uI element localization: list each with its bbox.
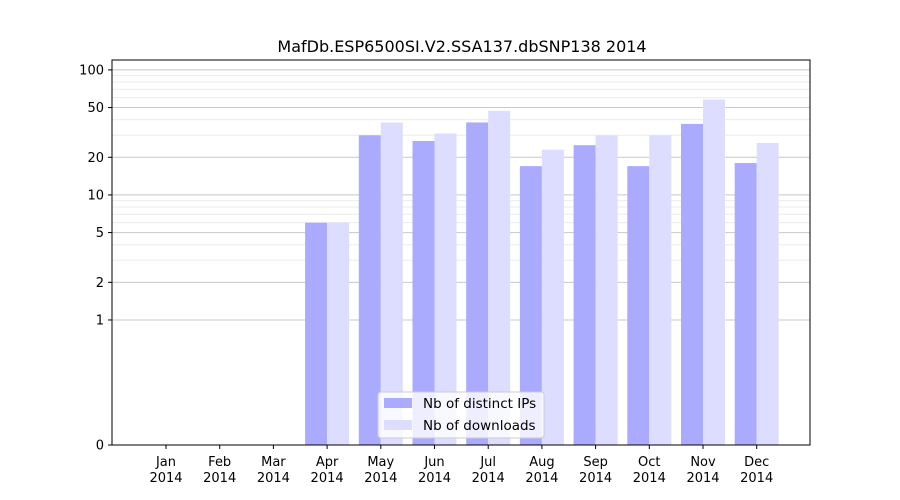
legend-box: [377, 391, 545, 439]
y-tick-label: 20: [87, 151, 104, 166]
x-tick-label-year: 2014: [579, 471, 612, 486]
legend-label-downloads: Nb of downloads: [423, 418, 536, 434]
x-tick-label-year: 2014: [633, 471, 666, 486]
x-tick-label-month: Jan: [155, 455, 176, 470]
x-tick-label-month: Oct: [638, 455, 660, 470]
bar-downloads: [756, 143, 779, 445]
plot-frame: [111, 59, 811, 446]
x-tick-label-year: 2014: [364, 471, 397, 486]
x-tick-label-month: Jun: [423, 455, 444, 470]
x-tick-label-month: Aug: [529, 455, 554, 470]
y-tick-label: 2: [96, 276, 104, 291]
x-tick-label-month: Dec: [744, 455, 769, 470]
legend-swatch-distinct-ips: [384, 398, 412, 408]
x-tick-label-month: Mar: [261, 455, 286, 470]
x-tick-label-year: 2014: [311, 471, 344, 486]
x-tick-label-month: Jul: [479, 455, 496, 470]
x-tick-label-month: May: [367, 455, 394, 470]
x-axis: Jan2014Feb2014Mar2014Apr2014May2014Jun20…: [149, 445, 773, 486]
bar-downloads: [434, 133, 457, 445]
bar-downloads: [595, 135, 618, 445]
x-tick-label-month: Apr: [316, 455, 339, 470]
bars: [305, 99, 779, 446]
bar-distinct-ips: [358, 135, 381, 445]
y-axis: 0 1 2 5 10 20 50 100: [79, 63, 112, 454]
x-tick-label-year: 2014: [203, 471, 236, 486]
bar-distinct-ips: [466, 122, 489, 445]
x-tick-label-year: 2014: [740, 471, 773, 486]
x-tick-label-month: Sep: [583, 455, 608, 470]
bar-downloads: [703, 99, 725, 446]
x-tick-label-year: 2014: [418, 471, 451, 486]
x-tick-label-year: 2014: [257, 471, 290, 486]
legend: Nb of distinct IPs Nb of downloads: [377, 391, 545, 439]
bar-downloads: [541, 149, 564, 446]
x-tick-label-year: 2014: [525, 471, 558, 486]
bar-downloads: [327, 222, 350, 445]
bar-downloads: [380, 122, 403, 445]
x-tick-label-year: 2014: [472, 471, 505, 486]
y-tick-label: 1: [96, 313, 104, 328]
bar-downloads: [488, 110, 511, 445]
y-tick-label: 10: [87, 188, 104, 203]
y-tick-label: 5: [96, 226, 104, 241]
bar-distinct-ips: [519, 166, 542, 445]
x-tick-label-year: 2014: [149, 471, 182, 486]
bar-distinct-ips: [734, 163, 757, 445]
chart-title: MafDb.ESP6500SI.V2.SSA137.dbSNP138 2014: [277, 37, 646, 56]
legend-swatch-downloads: [384, 420, 412, 430]
bar-distinct-ips: [627, 166, 650, 445]
legend-label-distinct-ips: Nb of distinct IPs: [423, 396, 536, 412]
y-tick-label: 50: [87, 101, 104, 116]
x-tick-label-year: 2014: [686, 471, 719, 486]
y-tick-label: 100: [79, 63, 104, 78]
y-tick-label: 0: [96, 439, 104, 454]
bar-distinct-ips: [412, 140, 435, 445]
bar-distinct-ips: [305, 222, 328, 445]
x-tick-label-month: Feb: [208, 455, 231, 470]
bar-downloads: [649, 135, 672, 445]
bar-distinct-ips: [681, 123, 703, 445]
bar-distinct-ips: [573, 145, 596, 445]
x-tick-label-month: Nov: [690, 455, 716, 470]
